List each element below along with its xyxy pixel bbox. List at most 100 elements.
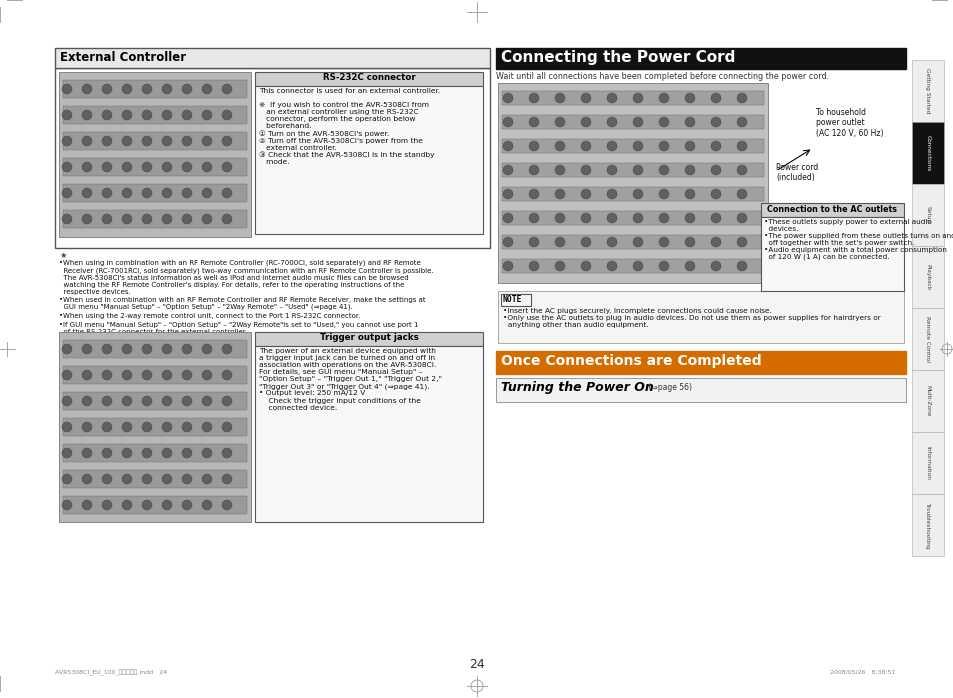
Text: Setup: Setup: [924, 207, 929, 223]
Circle shape: [222, 344, 232, 354]
Bar: [55, 68, 490, 248]
Circle shape: [182, 110, 192, 120]
Circle shape: [202, 162, 212, 172]
Circle shape: [142, 396, 152, 406]
Circle shape: [182, 188, 192, 198]
Circle shape: [710, 165, 720, 175]
Bar: [911, 308, 943, 370]
Text: External Controller: External Controller: [60, 51, 186, 64]
Circle shape: [102, 84, 112, 94]
Circle shape: [684, 165, 695, 175]
Circle shape: [606, 189, 617, 199]
Circle shape: [222, 84, 232, 94]
Circle shape: [633, 189, 642, 199]
Circle shape: [737, 117, 746, 127]
Circle shape: [202, 136, 212, 146]
Circle shape: [182, 396, 192, 406]
Circle shape: [684, 117, 695, 127]
Circle shape: [529, 261, 538, 271]
Circle shape: [62, 136, 71, 146]
Bar: [496, 351, 905, 374]
Circle shape: [102, 396, 112, 406]
Bar: [63, 470, 247, 488]
Circle shape: [162, 214, 172, 224]
Circle shape: [555, 261, 564, 271]
Circle shape: [502, 93, 513, 103]
Circle shape: [122, 448, 132, 458]
Circle shape: [122, 474, 132, 484]
Bar: [63, 444, 247, 462]
Circle shape: [580, 261, 590, 271]
Circle shape: [710, 117, 720, 127]
Circle shape: [710, 141, 720, 151]
Circle shape: [82, 188, 91, 198]
Text: NOTE: NOTE: [502, 295, 522, 304]
Bar: [254, 332, 482, 346]
Text: Power cord
(included): Power cord (included): [775, 163, 818, 182]
Text: •If GUI menu "Manual Setup" – "Option Setup" – "2Way Remote"is set to "Used," yo: •If GUI menu "Manual Setup" – "Option Se…: [59, 322, 418, 335]
Bar: [59, 72, 251, 237]
Circle shape: [737, 261, 746, 271]
Bar: [911, 494, 943, 556]
Circle shape: [633, 93, 642, 103]
Circle shape: [555, 237, 564, 247]
Bar: [59, 332, 251, 522]
Circle shape: [502, 117, 513, 127]
Circle shape: [659, 117, 668, 127]
Circle shape: [142, 474, 152, 484]
Circle shape: [182, 214, 192, 224]
Text: This connector is used for an external controller.

※  If you wish to control th: This connector is used for an external c…: [258, 88, 439, 165]
Circle shape: [710, 261, 720, 271]
Circle shape: [502, 189, 513, 199]
Bar: [63, 184, 247, 202]
Circle shape: [502, 213, 513, 223]
Circle shape: [162, 422, 172, 432]
Circle shape: [202, 214, 212, 224]
Bar: [911, 370, 943, 432]
Bar: [55, 48, 490, 68]
Circle shape: [122, 370, 132, 380]
Circle shape: [82, 422, 91, 432]
Circle shape: [684, 141, 695, 151]
Circle shape: [82, 474, 91, 484]
Bar: [63, 496, 247, 514]
Circle shape: [102, 344, 112, 354]
Bar: [63, 392, 247, 410]
Text: 24: 24: [469, 658, 484, 671]
Circle shape: [202, 500, 212, 510]
Bar: [497, 291, 903, 343]
Circle shape: [102, 188, 112, 198]
Circle shape: [82, 136, 91, 146]
Circle shape: [82, 110, 91, 120]
Circle shape: [62, 188, 71, 198]
Circle shape: [529, 117, 538, 127]
Circle shape: [82, 84, 91, 94]
Circle shape: [606, 165, 617, 175]
Text: (⇒page 56): (⇒page 56): [645, 383, 691, 392]
Circle shape: [555, 117, 564, 127]
Bar: [63, 340, 247, 358]
Circle shape: [142, 214, 152, 224]
Circle shape: [222, 474, 232, 484]
Circle shape: [684, 213, 695, 223]
Circle shape: [82, 370, 91, 380]
Circle shape: [202, 188, 212, 198]
Circle shape: [659, 213, 668, 223]
Text: •These outlets supply power to external audio
  devices.
•The power supplied fro: •These outlets supply power to external …: [763, 219, 953, 260]
Circle shape: [62, 344, 71, 354]
Circle shape: [202, 474, 212, 484]
Text: Connection to the AC outlets: Connection to the AC outlets: [767, 205, 897, 214]
Circle shape: [710, 237, 720, 247]
Circle shape: [142, 422, 152, 432]
Circle shape: [529, 213, 538, 223]
Circle shape: [102, 422, 112, 432]
Circle shape: [102, 214, 112, 224]
Text: AVR5308CI_EU_100_初版作成中.indd   24: AVR5308CI_EU_100_初版作成中.indd 24: [55, 670, 167, 676]
Text: 2008/05/26   8:38:51: 2008/05/26 8:38:51: [829, 670, 894, 675]
Bar: [911, 432, 943, 494]
Text: Multi-Zone: Multi-Zone: [924, 385, 929, 417]
Bar: [501, 235, 763, 249]
Circle shape: [162, 188, 172, 198]
Circle shape: [82, 214, 91, 224]
Circle shape: [62, 422, 71, 432]
